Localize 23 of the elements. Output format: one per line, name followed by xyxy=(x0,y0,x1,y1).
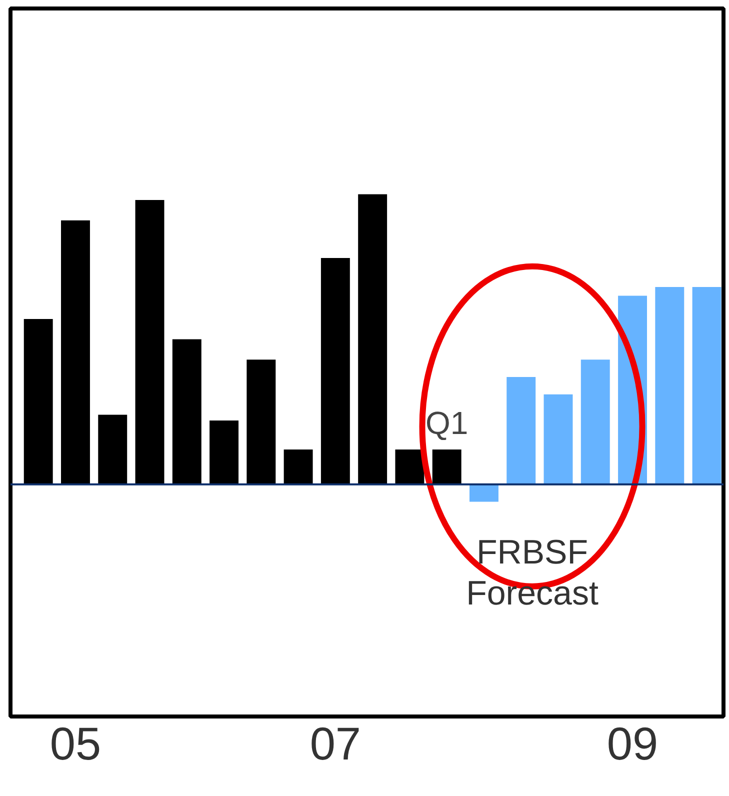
bar xyxy=(284,450,313,484)
bar xyxy=(98,414,128,484)
bar xyxy=(395,450,424,484)
bar xyxy=(692,287,722,484)
bar xyxy=(544,394,573,484)
x-tick-label: 09 xyxy=(606,718,658,770)
x-tick-label: 05 xyxy=(50,718,102,770)
bar xyxy=(135,200,164,484)
bar xyxy=(320,258,350,484)
bar xyxy=(655,287,684,484)
bar xyxy=(432,450,462,484)
x-tick-label: 07 xyxy=(310,718,362,770)
bar xyxy=(24,318,53,484)
bar xyxy=(246,360,276,484)
text: FRBSF Forecast xyxy=(466,534,599,612)
bar xyxy=(358,194,388,484)
bar xyxy=(469,484,498,502)
bar xyxy=(61,220,90,484)
bar xyxy=(210,420,239,484)
bar xyxy=(580,360,610,484)
bar xyxy=(506,377,536,484)
annotation: Q1 xyxy=(425,404,468,441)
bar xyxy=(172,339,202,484)
